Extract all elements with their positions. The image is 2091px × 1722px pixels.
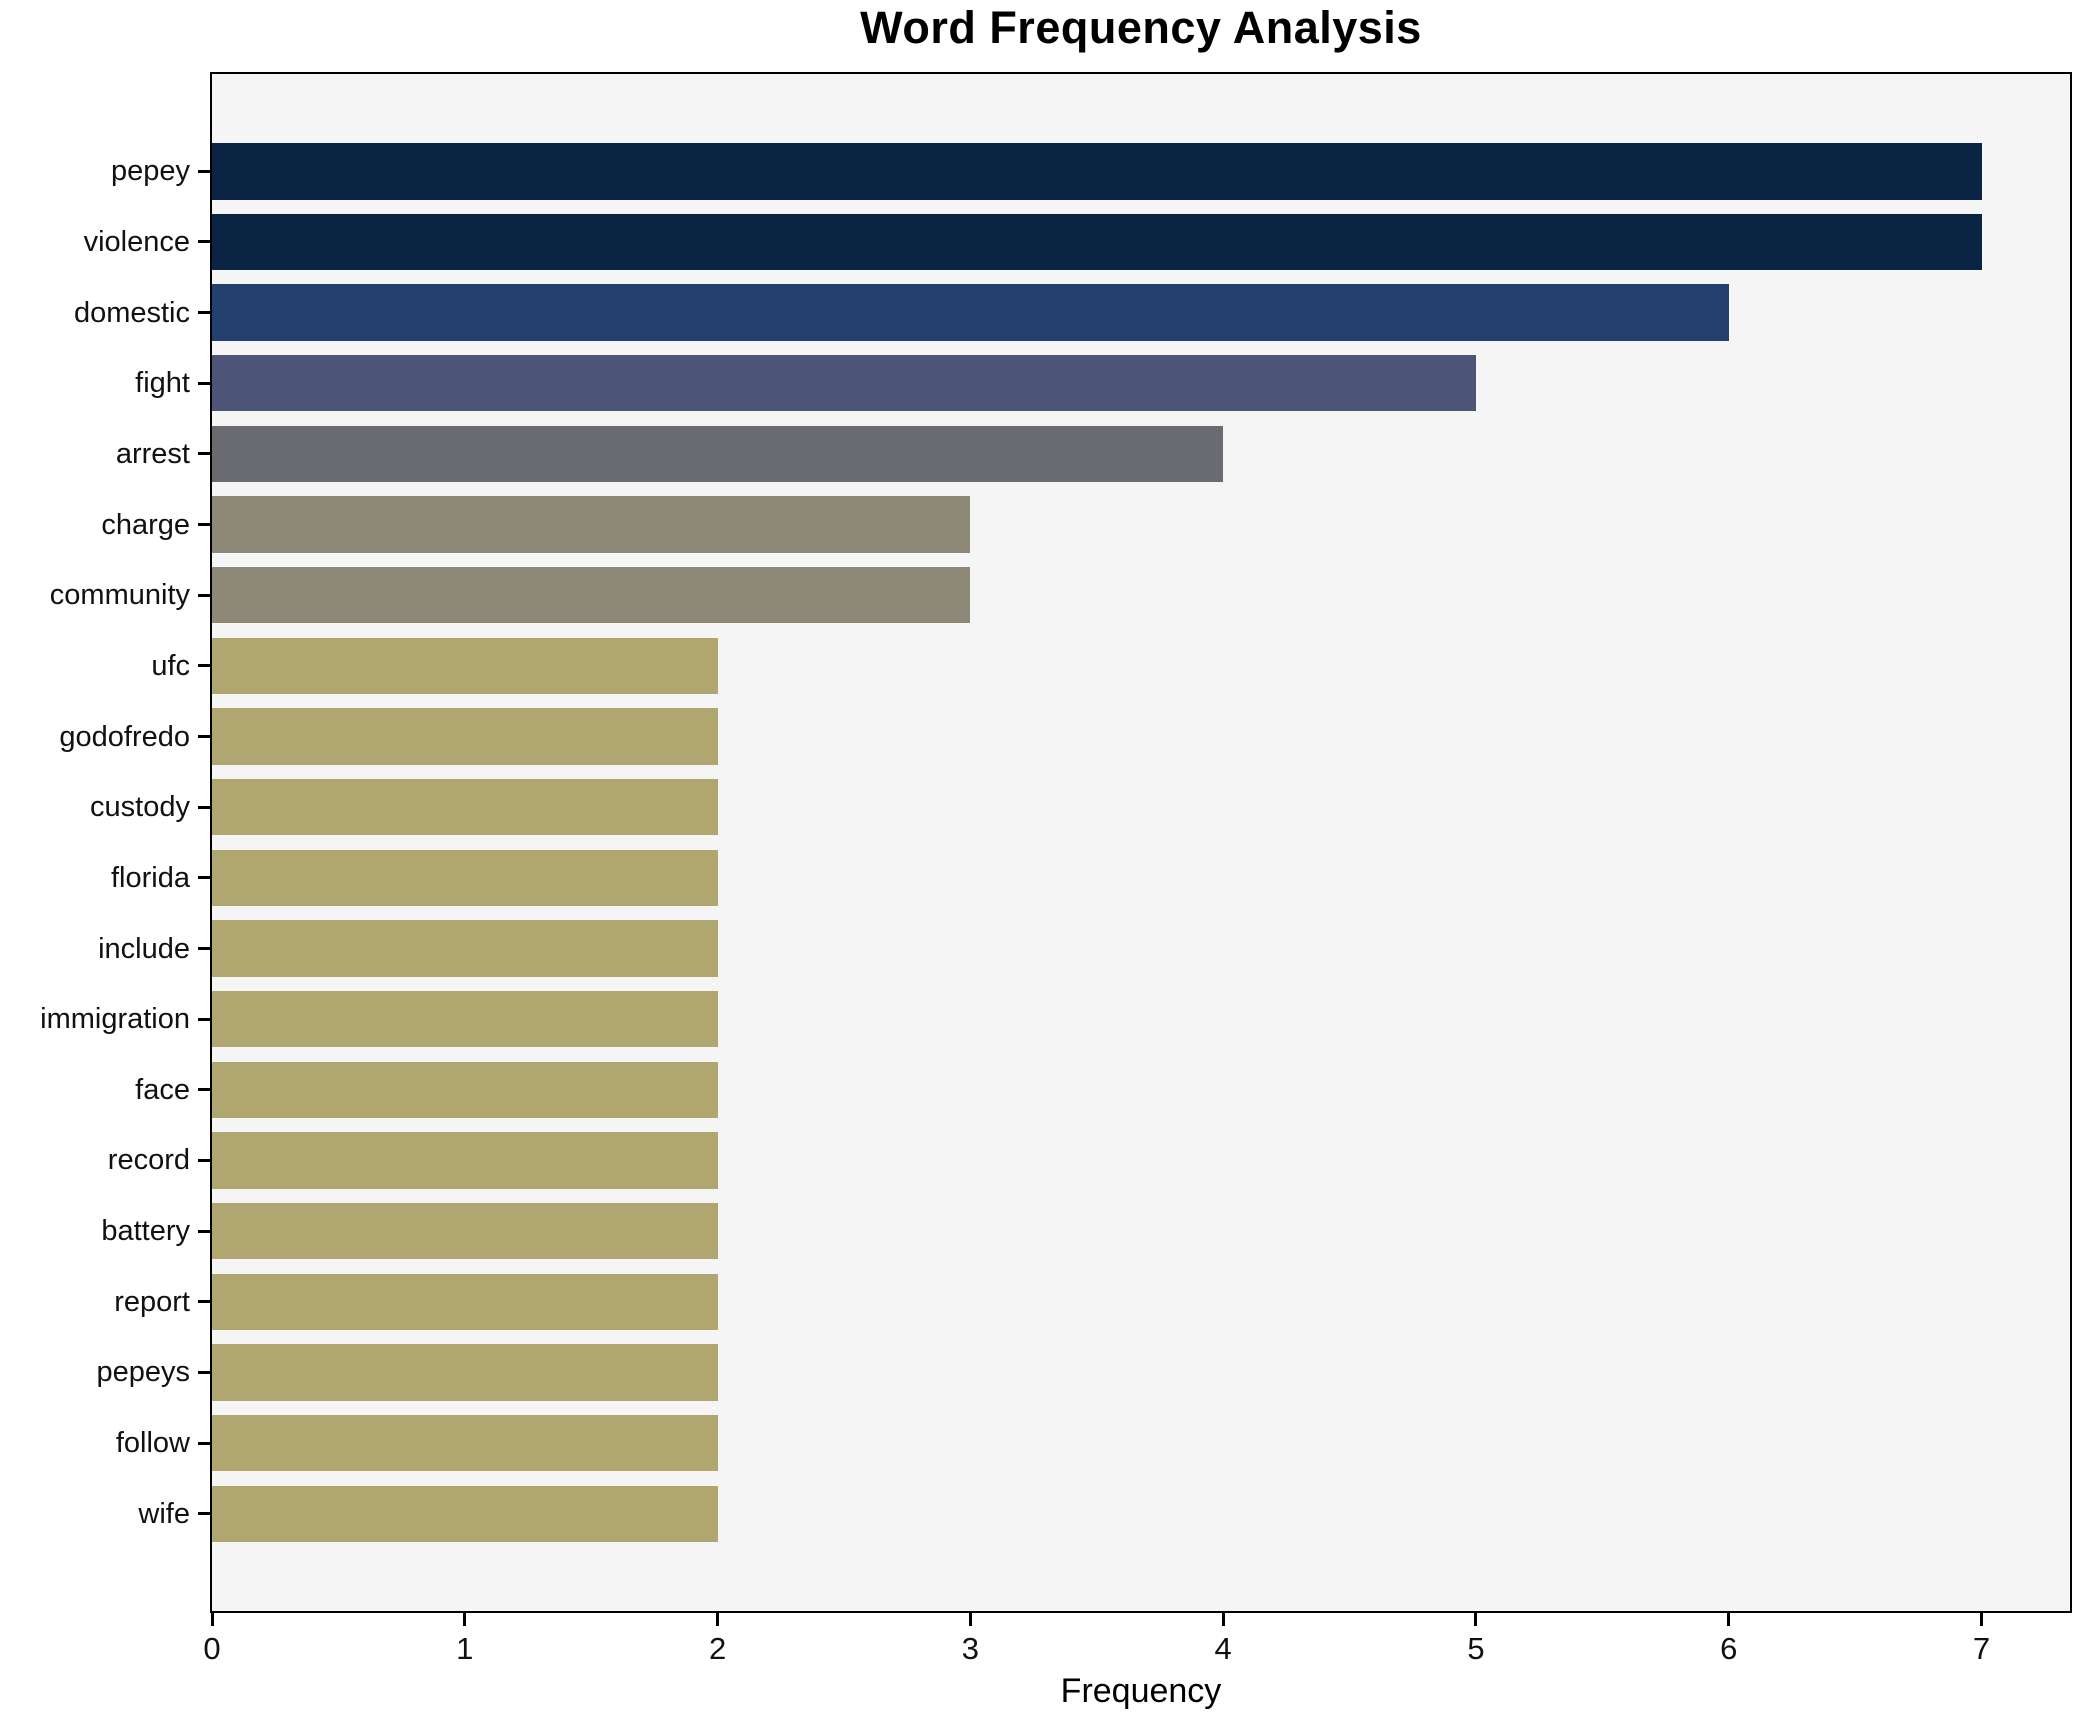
x-tick-label: 4: [1214, 1631, 1232, 1666]
y-tick-label: record: [107, 1144, 190, 1177]
x-axis-tick: [968, 1613, 972, 1626]
x-tick-label: 7: [1972, 1631, 1991, 1666]
bar-face: [212, 1061, 718, 1119]
y-tick-label: immigration: [40, 1003, 190, 1036]
y-tick-label: include: [98, 932, 190, 965]
y-axis-tick: [198, 169, 210, 173]
x-axis-label: Frequency: [1060, 1672, 1222, 1710]
y-tick-label: charge: [101, 508, 190, 541]
bar-include: [212, 920, 718, 977]
plot-area: [210, 72, 2072, 1613]
bar-florida: [212, 849, 718, 907]
x-axis-tick: [716, 1613, 720, 1626]
x-axis-tick: [1221, 1613, 1225, 1626]
y-tick-label: community: [49, 579, 190, 612]
y-tick-label: follow: [115, 1427, 190, 1460]
y-axis-tick: [198, 311, 210, 315]
y-axis-tick: [198, 1158, 210, 1162]
bar-godofredo: [212, 708, 718, 765]
x-tick-label: 0: [203, 1631, 221, 1666]
y-axis-tick: [198, 735, 210, 739]
bar-fight: [212, 354, 1476, 412]
y-tick-label: custody: [90, 791, 190, 824]
bar-report: [212, 1273, 718, 1331]
y-tick-label: fight: [135, 367, 190, 400]
y-axis-tick: [198, 381, 210, 385]
x-tick-label: 5: [1467, 1631, 1485, 1666]
bar-domestic: [212, 284, 1729, 341]
y-axis-tick: [198, 593, 210, 597]
bar-record: [212, 1132, 718, 1189]
y-tick-label: arrest: [115, 437, 190, 470]
bar-pepeys: [212, 1344, 718, 1401]
x-axis-tick: [1980, 1613, 1984, 1626]
y-axis-tick: [198, 1088, 210, 1092]
y-tick-label: face: [135, 1073, 190, 1106]
x-axis-tick: [1727, 1613, 1731, 1626]
y-tick-label: ufc: [151, 649, 190, 682]
y-axis-tick: [198, 664, 210, 668]
y-tick-label: domestic: [73, 296, 190, 329]
chart-title: Word Frequency Analysis: [860, 2, 1422, 53]
bar-violence: [212, 213, 1982, 271]
bar-arrest: [212, 425, 1224, 483]
bar-charge: [212, 496, 971, 553]
bar-custody: [212, 778, 718, 836]
y-axis-tick: [198, 876, 210, 880]
x-tick-label: 1: [456, 1631, 474, 1666]
bar-community: [212, 566, 971, 624]
bar-ufc: [212, 637, 718, 695]
y-tick-label: report: [114, 1285, 190, 1318]
y-axis-tick: [198, 1370, 210, 1374]
bar-immigration: [212, 990, 718, 1048]
y-tick-label: battery: [101, 1215, 190, 1248]
bar-battery: [212, 1202, 718, 1260]
y-axis-tick: [198, 1017, 210, 1021]
y-axis-tick: [198, 1512, 210, 1516]
y-axis-tick: [198, 452, 210, 456]
bar-wife: [212, 1485, 718, 1543]
y-tick-label: pepey: [110, 155, 190, 188]
x-tick-label: 6: [1720, 1631, 1738, 1666]
x-axis-tick: [1474, 1613, 1478, 1626]
x-tick-label: 2: [708, 1631, 727, 1666]
y-axis-tick: [198, 1441, 210, 1445]
x-axis-tick: [463, 1613, 467, 1626]
x-tick-label: 3: [961, 1631, 979, 1666]
bar-follow: [212, 1414, 718, 1472]
y-axis-tick: [198, 1300, 210, 1304]
y-tick-label: violence: [83, 225, 190, 258]
y-tick-label: godofredo: [59, 720, 190, 753]
bar-pepey: [212, 143, 1982, 200]
x-axis-tick: [210, 1613, 214, 1626]
y-tick-label: wife: [138, 1497, 190, 1530]
y-axis-tick: [198, 947, 210, 950]
y-axis-tick: [198, 240, 210, 244]
y-tick-label: pepeys: [96, 1356, 190, 1389]
y-axis-tick: [198, 1229, 210, 1233]
y-axis-tick: [198, 805, 210, 809]
y-axis-tick: [198, 523, 210, 527]
y-tick-label: florida: [111, 861, 190, 894]
